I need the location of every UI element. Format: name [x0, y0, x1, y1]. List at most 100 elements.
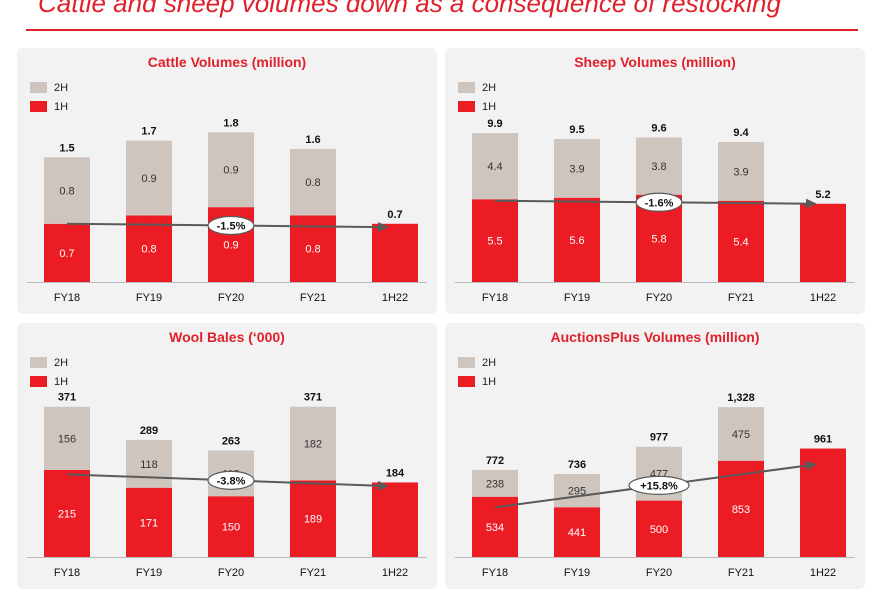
bar-2h-fy20: [636, 137, 682, 195]
auctionsplus-volumes-chart: AuctionsPlus Volumes (million) 2H 1H 534 238…: [455, 329, 855, 579]
bar-2h-fy19: [126, 140, 172, 216]
bar-2h-fy21: [290, 406, 336, 481]
cagr-badge: [207, 215, 255, 236]
legend-label-2h: 2H: [482, 82, 496, 94]
cattle-volumes-million-chart-title: Cattle Volumes (million): [148, 54, 306, 70]
bar-1h-fy20: [636, 500, 682, 557]
legend-swatch-1h: [30, 101, 47, 112]
bar-2h-fy19: [126, 439, 172, 488]
total-label-1h22: 184: [386, 467, 405, 479]
legend-swatch-2h: [458, 82, 475, 93]
legend-label-2h: 2H: [482, 357, 496, 369]
wool-bales-000-chart-title: Wool Bales (‘000): [169, 329, 285, 345]
bar-1h-fy21: [718, 200, 764, 282]
total-label-fy21: 371: [304, 392, 322, 404]
bar-1h-fy19: [126, 487, 172, 557]
auctionsplus-volumes-million-chart-title: AuctionsPlus Volumes (million): [551, 329, 760, 345]
bar-1h-fy19: [554, 197, 600, 282]
total-label-1h22: 961: [814, 434, 832, 446]
total-label-fy21: 1,328: [727, 392, 755, 404]
cagr-badge: [207, 470, 255, 490]
trend-arrowhead: [805, 198, 817, 209]
category-label-fy20: FY20: [646, 567, 672, 579]
auctionsplus-volumes-panel: AuctionsPlus Volumes (million) 2H 1H 534 238…: [445, 323, 865, 589]
bar-1h-fy19: [126, 215, 172, 282]
total-label-fy20: 263: [222, 435, 240, 447]
total-label-1h22: 0.7: [387, 209, 402, 221]
cagr-badge: [635, 192, 683, 212]
legend-label-1h: 1H: [54, 101, 68, 113]
trend-arrowhead: [377, 480, 389, 491]
cattle-volumes-chart: Cattle Volumes (million) 2H 1H 0.7 0.8 1.5 FY1…: [27, 54, 427, 304]
value-label-1h-fy19: 0.8: [141, 244, 156, 256]
wool-bales-panel: Wool Bales (‘000) 2H 1H 215 156 371 FY18 171 118…: [17, 323, 437, 589]
cagr-label: -1.5%: [217, 220, 246, 232]
category-label-1h22: 1H22: [810, 292, 836, 304]
legend-swatch-2h: [30, 82, 47, 93]
value-label-2h-fy19: 295: [568, 486, 586, 498]
bar-1h-1h22: [800, 203, 846, 282]
total-label-fy18: 1.5: [59, 142, 74, 154]
bar-2h-fy18: [44, 157, 90, 224]
value-label-2h-fy19: 0.9: [141, 173, 156, 185]
total-label-fy18: 371: [58, 392, 76, 404]
title-rule: [26, 29, 858, 31]
category-label-fy18: FY18: [54, 567, 80, 579]
value-label-2h-fy19: 3.9: [569, 163, 584, 175]
value-label-1h-fy20: 150: [222, 522, 240, 534]
bar-1h-1h22: [372, 223, 418, 282]
value-label-1h-fy21: 5.4: [733, 236, 748, 248]
legend-label-1h: 1H: [54, 376, 68, 388]
wool-bales-chart: Wool Bales (‘000) 2H 1H 215 156 371 FY18 171 118…: [27, 329, 427, 579]
sheep-volumes-million-chart-title: Sheep Volumes (million): [574, 54, 736, 70]
total-label-fy21: 9.4: [733, 127, 749, 139]
cagr-label: -1.6%: [645, 197, 674, 209]
value-label-2h-fy18: 0.8: [59, 186, 74, 198]
bar-2h-fy18: [472, 133, 518, 200]
bar-1h-fy18: [44, 469, 90, 557]
total-label-fy20: 9.6: [651, 123, 666, 135]
category-label-fy21: FY21: [300, 567, 326, 579]
value-label-1h-fy20: 500: [650, 524, 668, 536]
bar-2h-fy21: [718, 407, 764, 461]
total-label-fy19: 1.7: [141, 126, 156, 138]
value-label-1h-fy19: 171: [140, 517, 158, 529]
legend-label-2h: 2H: [54, 357, 68, 369]
value-label-2h-fy18: 238: [486, 478, 504, 490]
legend-swatch-1h: [30, 376, 47, 387]
category-label-fy19: FY19: [136, 292, 162, 304]
value-label-1h-fy18: 534: [486, 522, 504, 534]
page-title: Cattle and sheep volumes down as a conse…: [38, 0, 781, 18]
value-label-2h-fy21: 0.8: [305, 177, 320, 189]
trend-arrowhead: [377, 222, 389, 233]
bar-1h-1h22: [372, 482, 418, 557]
category-label-fy21: FY21: [728, 292, 754, 304]
category-label-fy20: FY20: [646, 292, 672, 304]
bar-1h-fy19: [554, 507, 600, 557]
value-label-2h-fy20: 0.9: [223, 165, 238, 177]
bar-2h-fy20: [208, 132, 254, 208]
category-label-fy19: FY19: [136, 567, 162, 579]
legend-label-1h: 1H: [482, 376, 496, 388]
value-label-1h-fy19: 5.6: [569, 235, 584, 247]
total-label-fy19: 289: [140, 425, 158, 437]
value-label-2h-fy19: 118: [140, 459, 158, 471]
value-label-2h-fy18: 156: [58, 433, 76, 445]
category-label-1h22: 1H22: [382, 292, 408, 304]
bar-2h-fy18: [472, 469, 518, 497]
category-label-fy18: FY18: [482, 567, 508, 579]
category-label-fy19: FY19: [564, 567, 590, 579]
value-label-2h-fy20: 3.8: [651, 161, 666, 173]
bar-2h-fy21: [290, 148, 336, 216]
value-label-2h-fy21: 475: [732, 429, 750, 441]
value-label-1h-fy20: 5.8: [651, 233, 666, 245]
total-label-fy18: 772: [486, 455, 504, 467]
total-label-1h22: 5.2: [815, 189, 830, 201]
cagr-label: -3.8%: [217, 475, 246, 487]
bar-2h-fy19: [554, 139, 600, 198]
category-label-fy18: FY18: [54, 292, 80, 304]
category-label-fy20: FY20: [218, 567, 244, 579]
value-label-1h-fy21: 853: [732, 504, 750, 516]
bar-1h-fy18: [472, 199, 518, 282]
legend-swatch-1h: [458, 101, 475, 112]
